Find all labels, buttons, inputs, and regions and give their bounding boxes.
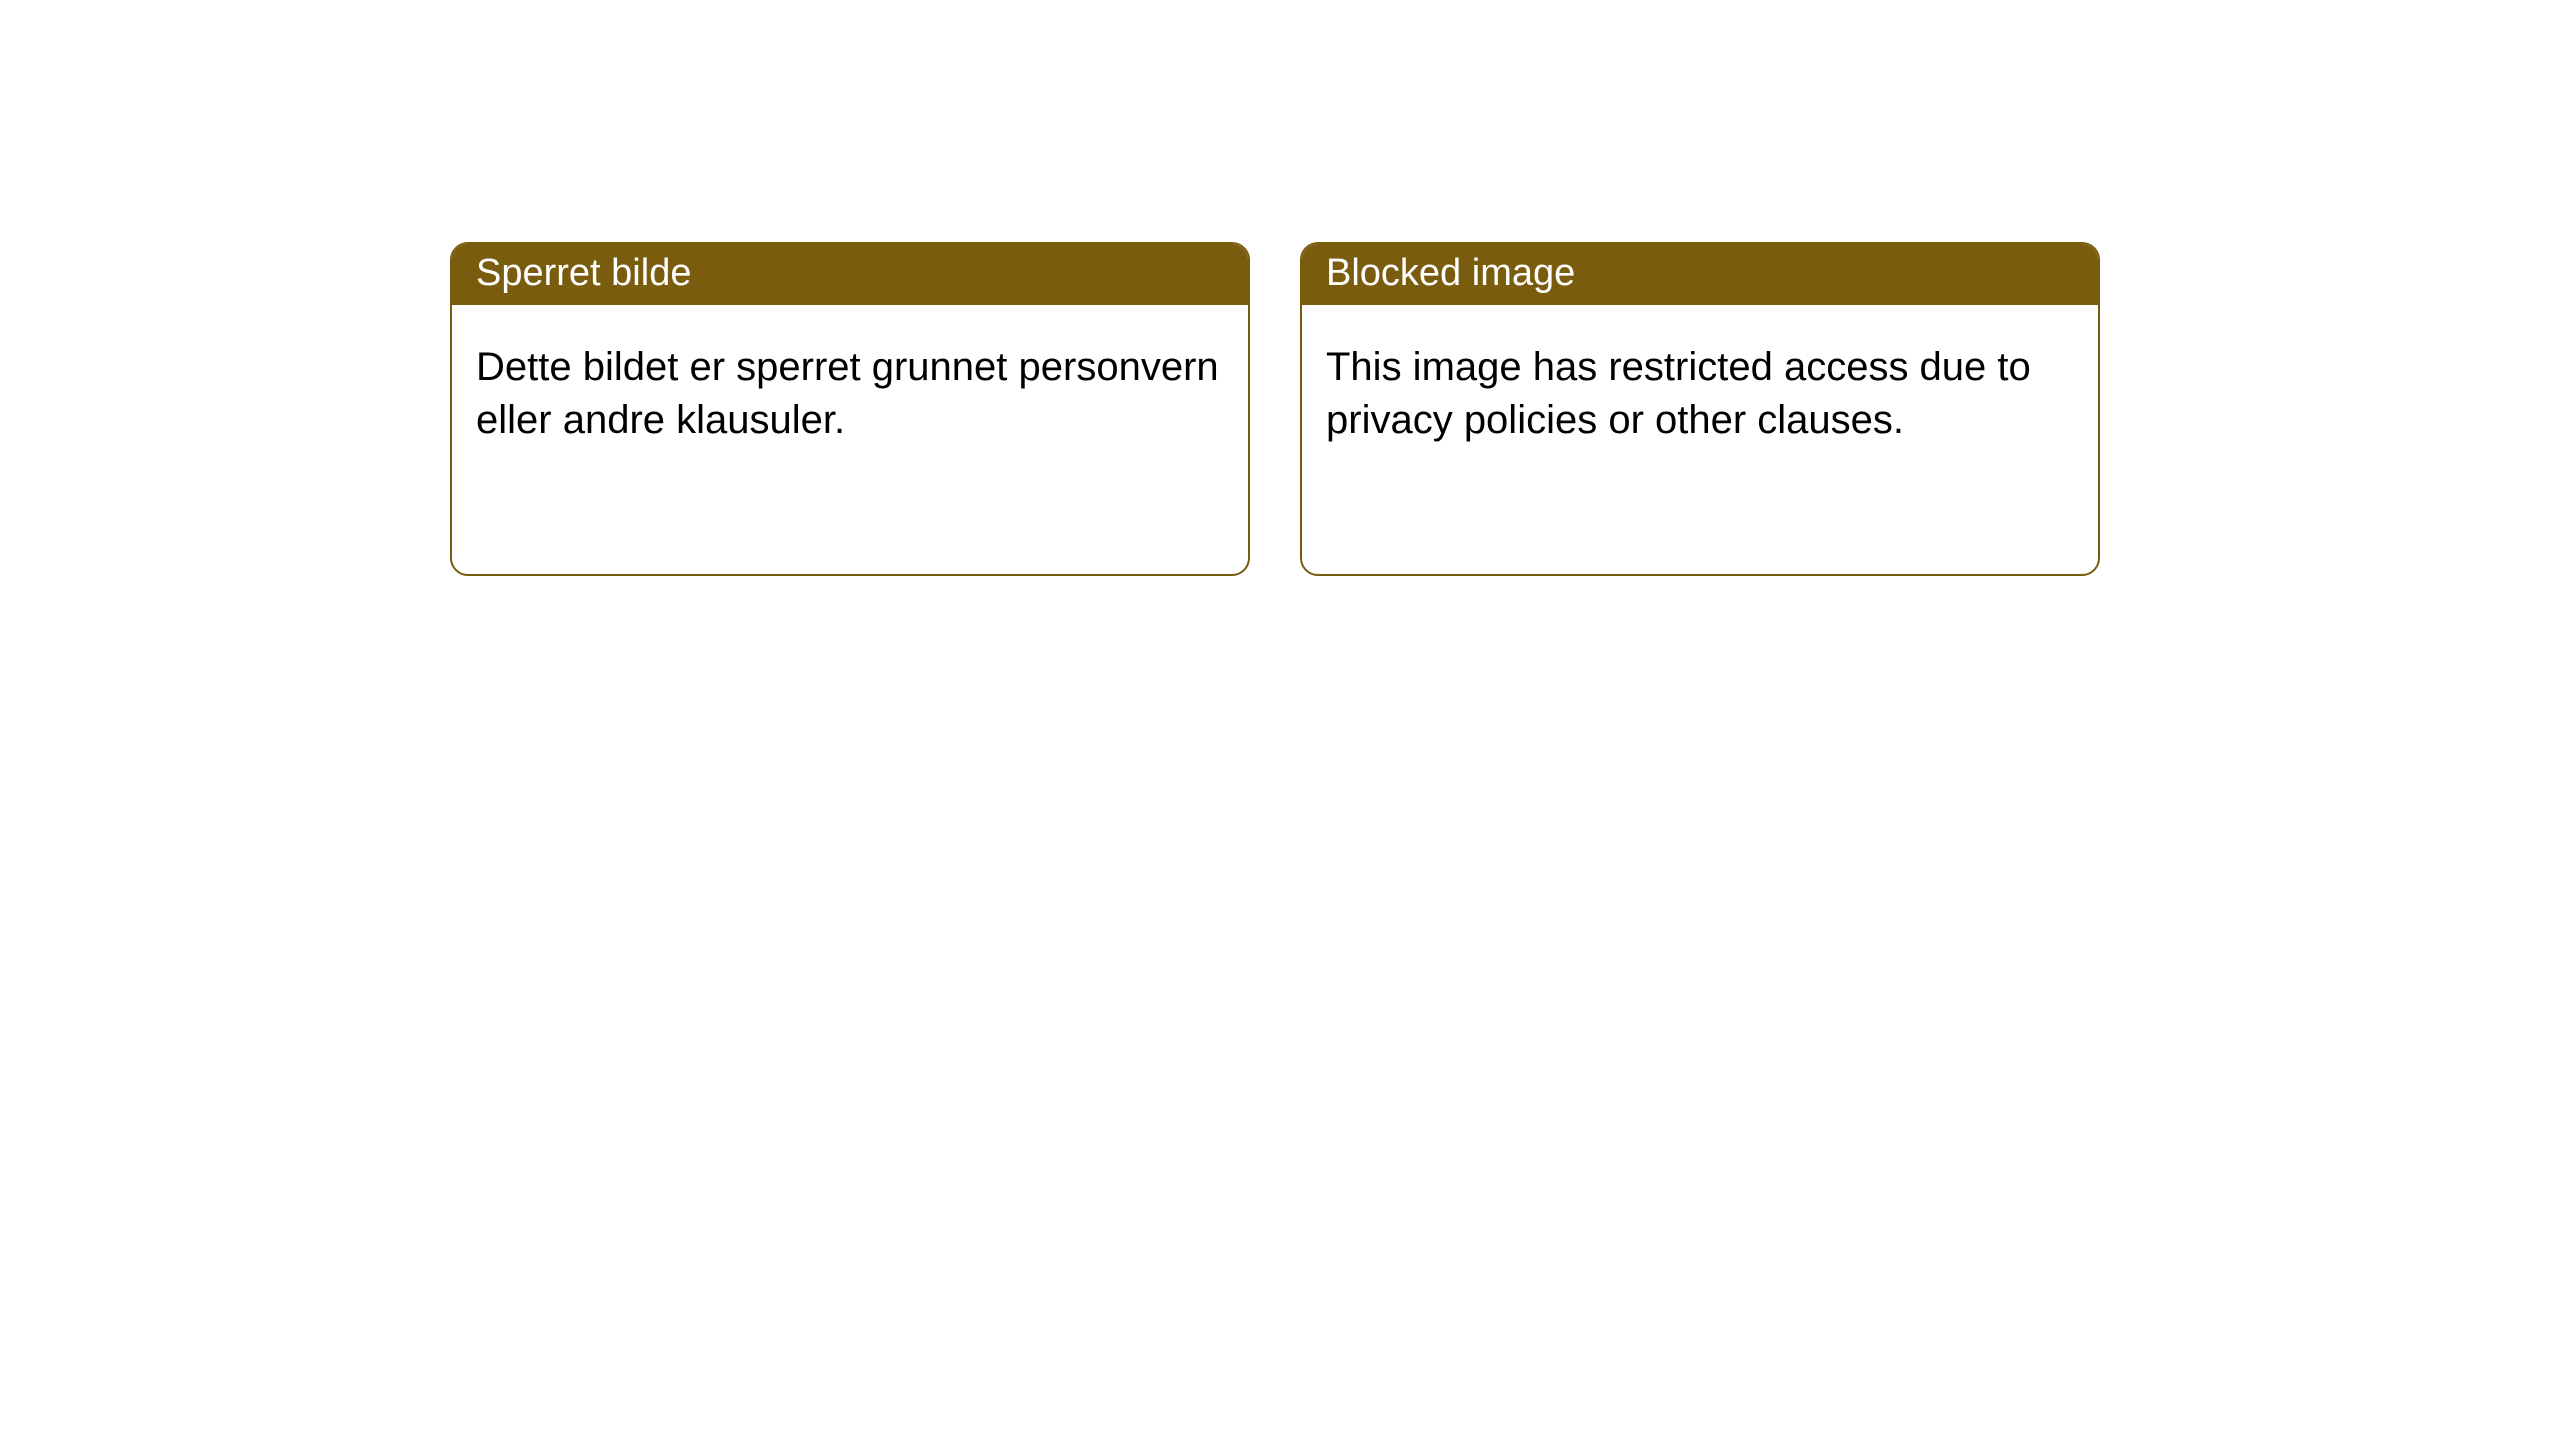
- notice-container: Sperret bilde Dette bildet er sperret gr…: [450, 242, 2100, 576]
- notice-box-norwegian: Sperret bilde Dette bildet er sperret gr…: [450, 242, 1250, 576]
- notice-title-english: Blocked image: [1302, 244, 2098, 305]
- notice-box-english: Blocked image This image has restricted …: [1300, 242, 2100, 576]
- notice-body-english: This image has restricted access due to …: [1302, 305, 2098, 471]
- notice-title-norwegian: Sperret bilde: [452, 244, 1248, 305]
- notice-body-norwegian: Dette bildet er sperret grunnet personve…: [452, 305, 1248, 471]
